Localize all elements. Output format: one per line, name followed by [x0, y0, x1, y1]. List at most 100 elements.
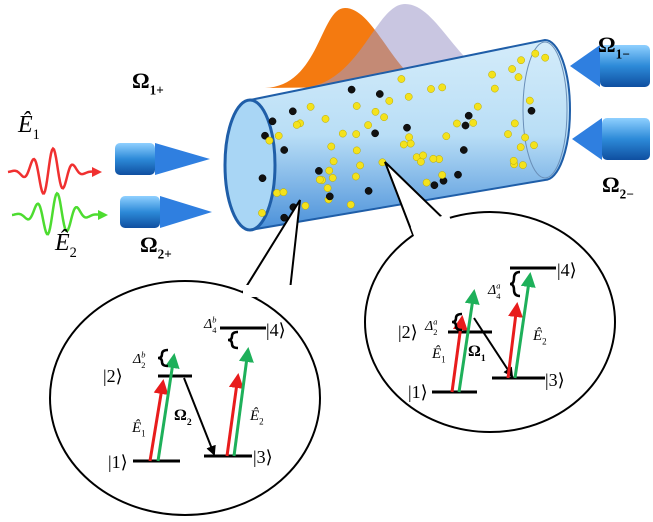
- transitions-left: [148, 347, 254, 462]
- atom: [327, 142, 336, 151]
- atomic-cell: [223, 38, 571, 232]
- label-symbol: Ê: [17, 112, 33, 138]
- atom: [531, 49, 540, 58]
- label-symbol: Ê: [431, 345, 441, 362]
- atom: [438, 83, 447, 92]
- label-symbol: Ê: [131, 419, 141, 436]
- atom: [265, 136, 274, 145]
- atom: [280, 213, 289, 222]
- atom: [273, 189, 281, 197]
- wave-head-2: [98, 210, 108, 220]
- label-symbol: Ω: [140, 232, 158, 257]
- atom: [525, 96, 534, 105]
- label-symbol: Ê: [249, 407, 259, 424]
- level-label: |2⟩: [103, 366, 123, 386]
- atom: [488, 70, 496, 79]
- label-sub: 2: [141, 361, 145, 370]
- atom: [385, 97, 394, 105]
- level-label: |4⟩: [266, 320, 286, 340]
- label-sup: a: [496, 281, 500, 290]
- atom: [268, 117, 277, 126]
- atom: [541, 53, 550, 62]
- label-sub: 1: [33, 127, 40, 143]
- atom: [399, 140, 408, 149]
- levels-right: [432, 266, 556, 394]
- atom: [419, 151, 427, 160]
- atom: [274, 131, 283, 140]
- atom: [406, 139, 415, 148]
- atom: [397, 75, 406, 83]
- atom: [315, 175, 324, 184]
- label-sub: 2: [187, 417, 192, 428]
- label-symbol: Ê: [54, 230, 70, 256]
- atom: [504, 130, 512, 138]
- label: Ê1: [17, 112, 40, 143]
- atom: [325, 192, 334, 201]
- atom: [371, 129, 379, 138]
- label: Δa 4: [487, 281, 501, 301]
- level-label: |1⟩: [108, 452, 128, 472]
- atom: [464, 111, 473, 120]
- label-symbol: Δ: [132, 352, 141, 367]
- label: Ω1: [468, 343, 486, 364]
- atom: [371, 107, 380, 116]
- control-beam-2-backward: [572, 118, 650, 160]
- label-sub: 1: [141, 429, 146, 439]
- label-sub: 2−: [620, 187, 634, 202]
- atom: [517, 56, 525, 65]
- label-sub: 2: [542, 337, 547, 347]
- atom: [521, 133, 529, 142]
- atom: [375, 90, 384, 98]
- atom: [323, 184, 332, 192]
- label-sub: 4: [212, 326, 217, 335]
- bubble-left: [49, 280, 321, 516]
- atom: [356, 161, 364, 170]
- label-sub: 1: [481, 353, 486, 364]
- atom: [352, 102, 361, 110]
- label-sub: 2: [259, 417, 264, 427]
- level-label: |4⟩: [557, 260, 577, 280]
- detuning-braces: [157, 270, 521, 368]
- atom: [438, 171, 447, 179]
- atom: [417, 157, 425, 166]
- pointer-join-right: [410, 213, 454, 241]
- label-symbol: Ω: [598, 32, 616, 57]
- atom: [461, 121, 470, 130]
- atom: [469, 119, 478, 127]
- label-sub: 1+: [150, 83, 164, 98]
- label: Ω2: [174, 407, 192, 428]
- label-sup: b: [212, 315, 216, 324]
- atom: [380, 113, 388, 122]
- label: Ω1+: [132, 68, 164, 98]
- label-symbol: Ω: [132, 68, 150, 93]
- atom: [510, 119, 519, 128]
- atom: [315, 167, 323, 175]
- atom: [364, 187, 373, 195]
- label-sub: 1: [441, 355, 446, 365]
- atom: [346, 200, 355, 209]
- atom: [338, 129, 347, 138]
- atom: [404, 92, 413, 101]
- atom: [430, 181, 439, 190]
- atom: [328, 174, 337, 182]
- control-beam-1-backward: [570, 45, 650, 87]
- level-label: |3⟩: [253, 447, 273, 467]
- atom: [325, 166, 334, 175]
- atom: [490, 84, 499, 93]
- label-symbol: Δ: [487, 283, 496, 298]
- label-sub: 2: [70, 245, 77, 261]
- label-sup: b: [141, 350, 145, 359]
- atom: [280, 146, 289, 154]
- label-symbol: Ω: [174, 407, 187, 424]
- atom: [306, 102, 315, 111]
- label: Ê2: [54, 230, 77, 261]
- label: Ω2−: [602, 172, 634, 202]
- label-sub: 4: [496, 292, 501, 301]
- label: Ê2: [532, 327, 547, 347]
- atom: [403, 123, 411, 132]
- atom: [453, 119, 461, 128]
- atom: [427, 85, 435, 93]
- atom: [405, 133, 413, 142]
- atom: [454, 170, 462, 179]
- label-symbol: Δ: [203, 317, 212, 332]
